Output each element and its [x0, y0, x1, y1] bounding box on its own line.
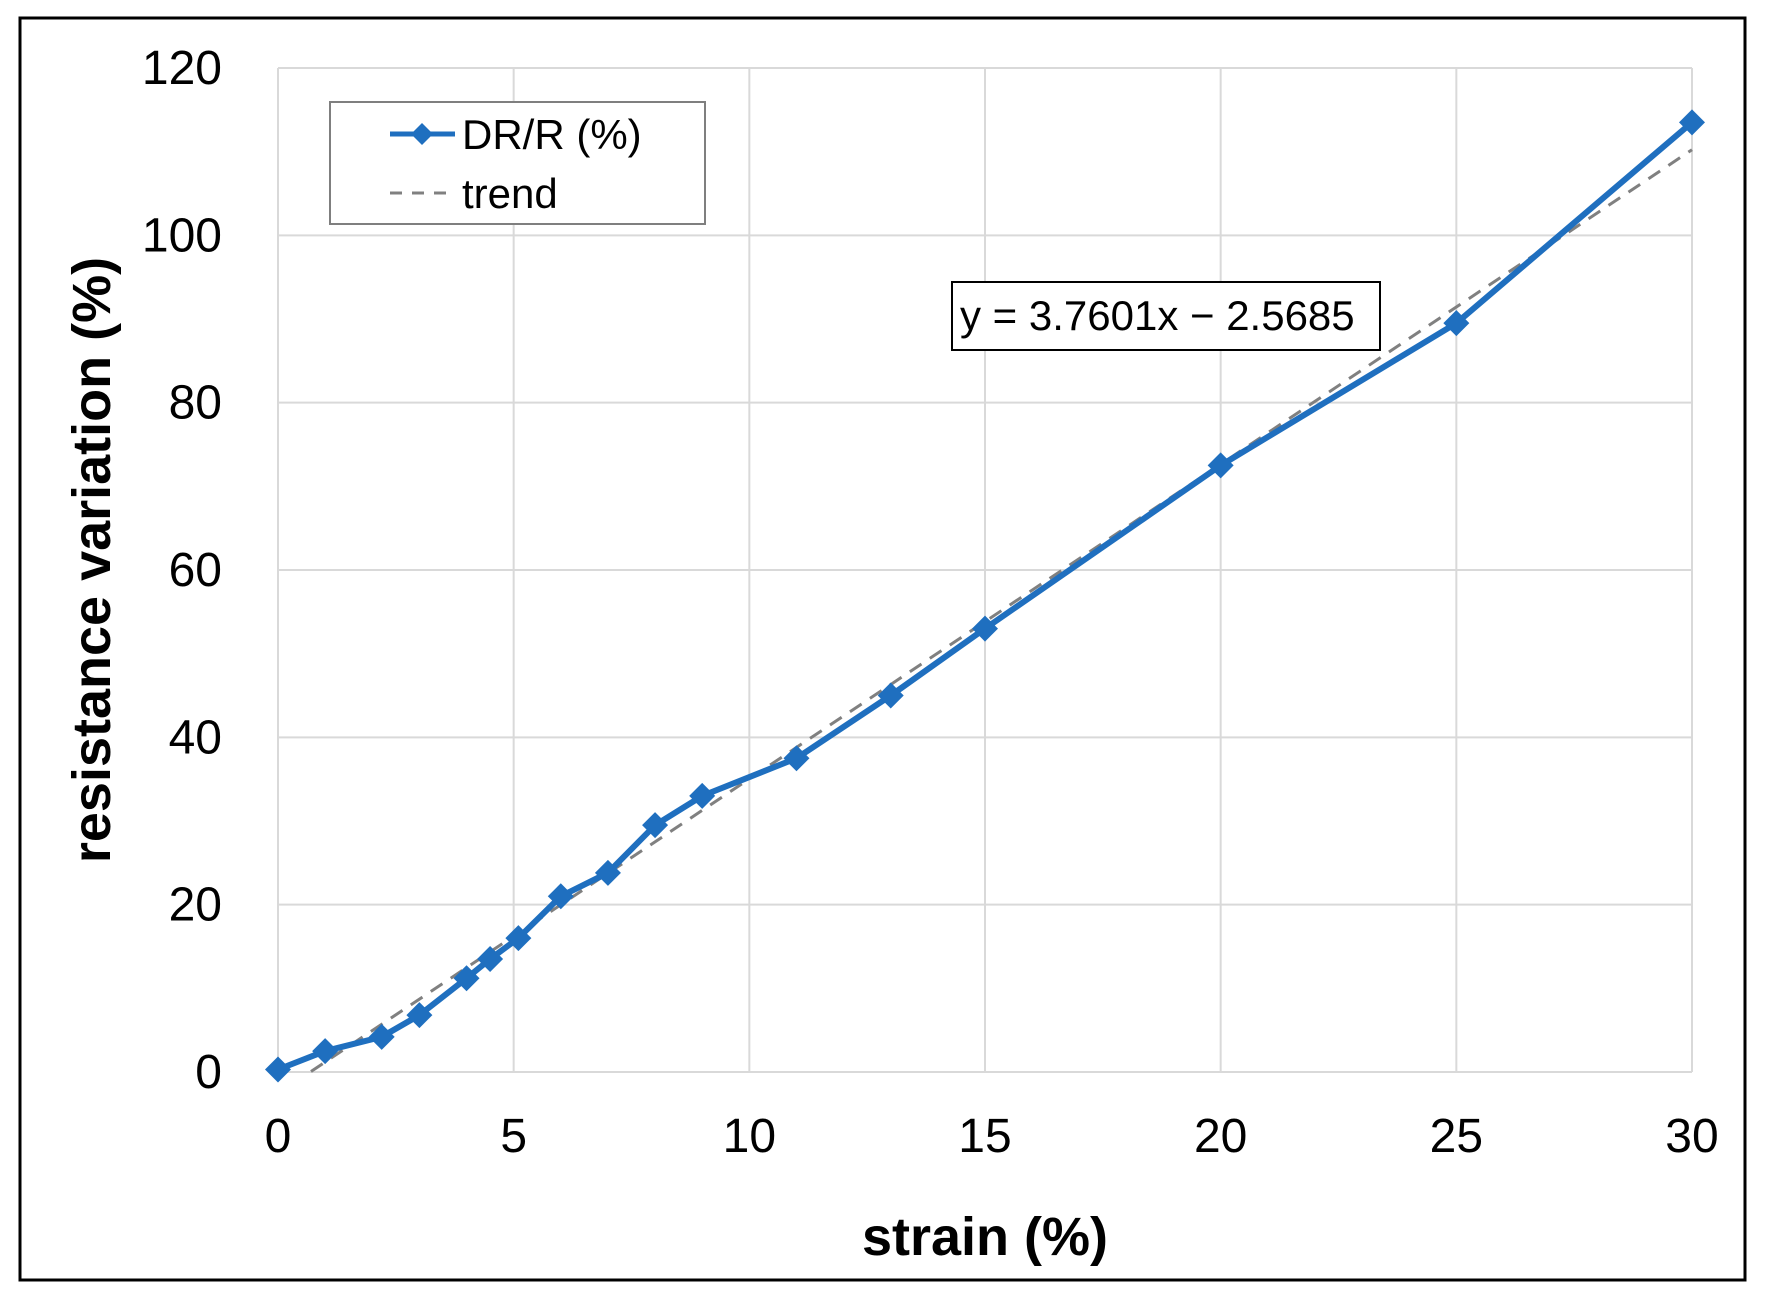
chart-frame	[18, 16, 1747, 1282]
data-point-marker	[312, 1038, 339, 1065]
data-point-marker	[505, 925, 532, 952]
data-point-marker	[972, 615, 998, 642]
data-point-marker	[1207, 452, 1234, 479]
equation-box	[951, 281, 1381, 351]
data-point-marker	[265, 1056, 291, 1083]
x-tick-label: 25	[1430, 1110, 1483, 1163]
data-point-marker	[406, 1002, 433, 1029]
legend-label-dr-r: DR/R (%)	[462, 111, 642, 158]
y-tick-label: 120	[142, 42, 222, 95]
y-tick-label: 100	[142, 209, 222, 262]
legend-label-trend: trend	[462, 170, 558, 217]
equation-label: y = 3.7601x − 2.5685	[960, 292, 1355, 339]
data-point-marker	[1679, 109, 1705, 136]
y-tick-label: 40	[169, 711, 222, 764]
data-point-marker	[783, 745, 810, 772]
x-tick-label: 20	[1194, 1110, 1247, 1163]
data-point-marker	[642, 812, 669, 839]
x-axis-title: strain (%)	[862, 1207, 1108, 1267]
data-point-marker	[368, 1023, 395, 1050]
tick-labels: 0 5 10 15 20 25 30 0 20 40 60 80 100 120	[142, 42, 1719, 1163]
dr-r-series	[265, 109, 1705, 1083]
y-tick-label: 20	[169, 879, 222, 932]
legend-marker-dr-r	[411, 123, 433, 145]
x-tick-label: 0	[265, 1110, 292, 1163]
data-point-marker	[877, 682, 904, 709]
data-point-marker	[453, 965, 480, 992]
y-tick-label: 0	[195, 1046, 222, 1099]
data-point-marker	[547, 883, 574, 910]
x-tick-label: 10	[723, 1110, 776, 1163]
y-tick-label: 60	[169, 544, 222, 597]
legend-box	[329, 101, 706, 225]
x-tick-label: 5	[500, 1110, 527, 1163]
data-point-marker	[594, 859, 621, 886]
trend-equation: y = 3.7601x − 2.5685	[951, 281, 1381, 351]
gridlines	[277, 67, 1693, 1073]
y-axis-title: resistance variation (%)	[62, 257, 122, 863]
legend: DR/R (%) trend	[329, 101, 706, 225]
data-point-marker	[1443, 310, 1470, 337]
y-tick-label: 80	[169, 377, 222, 430]
x-tick-label: 30	[1665, 1110, 1718, 1163]
x-tick-label: 15	[958, 1110, 1011, 1163]
data-point-marker	[689, 782, 716, 809]
data-point-marker	[477, 946, 504, 973]
